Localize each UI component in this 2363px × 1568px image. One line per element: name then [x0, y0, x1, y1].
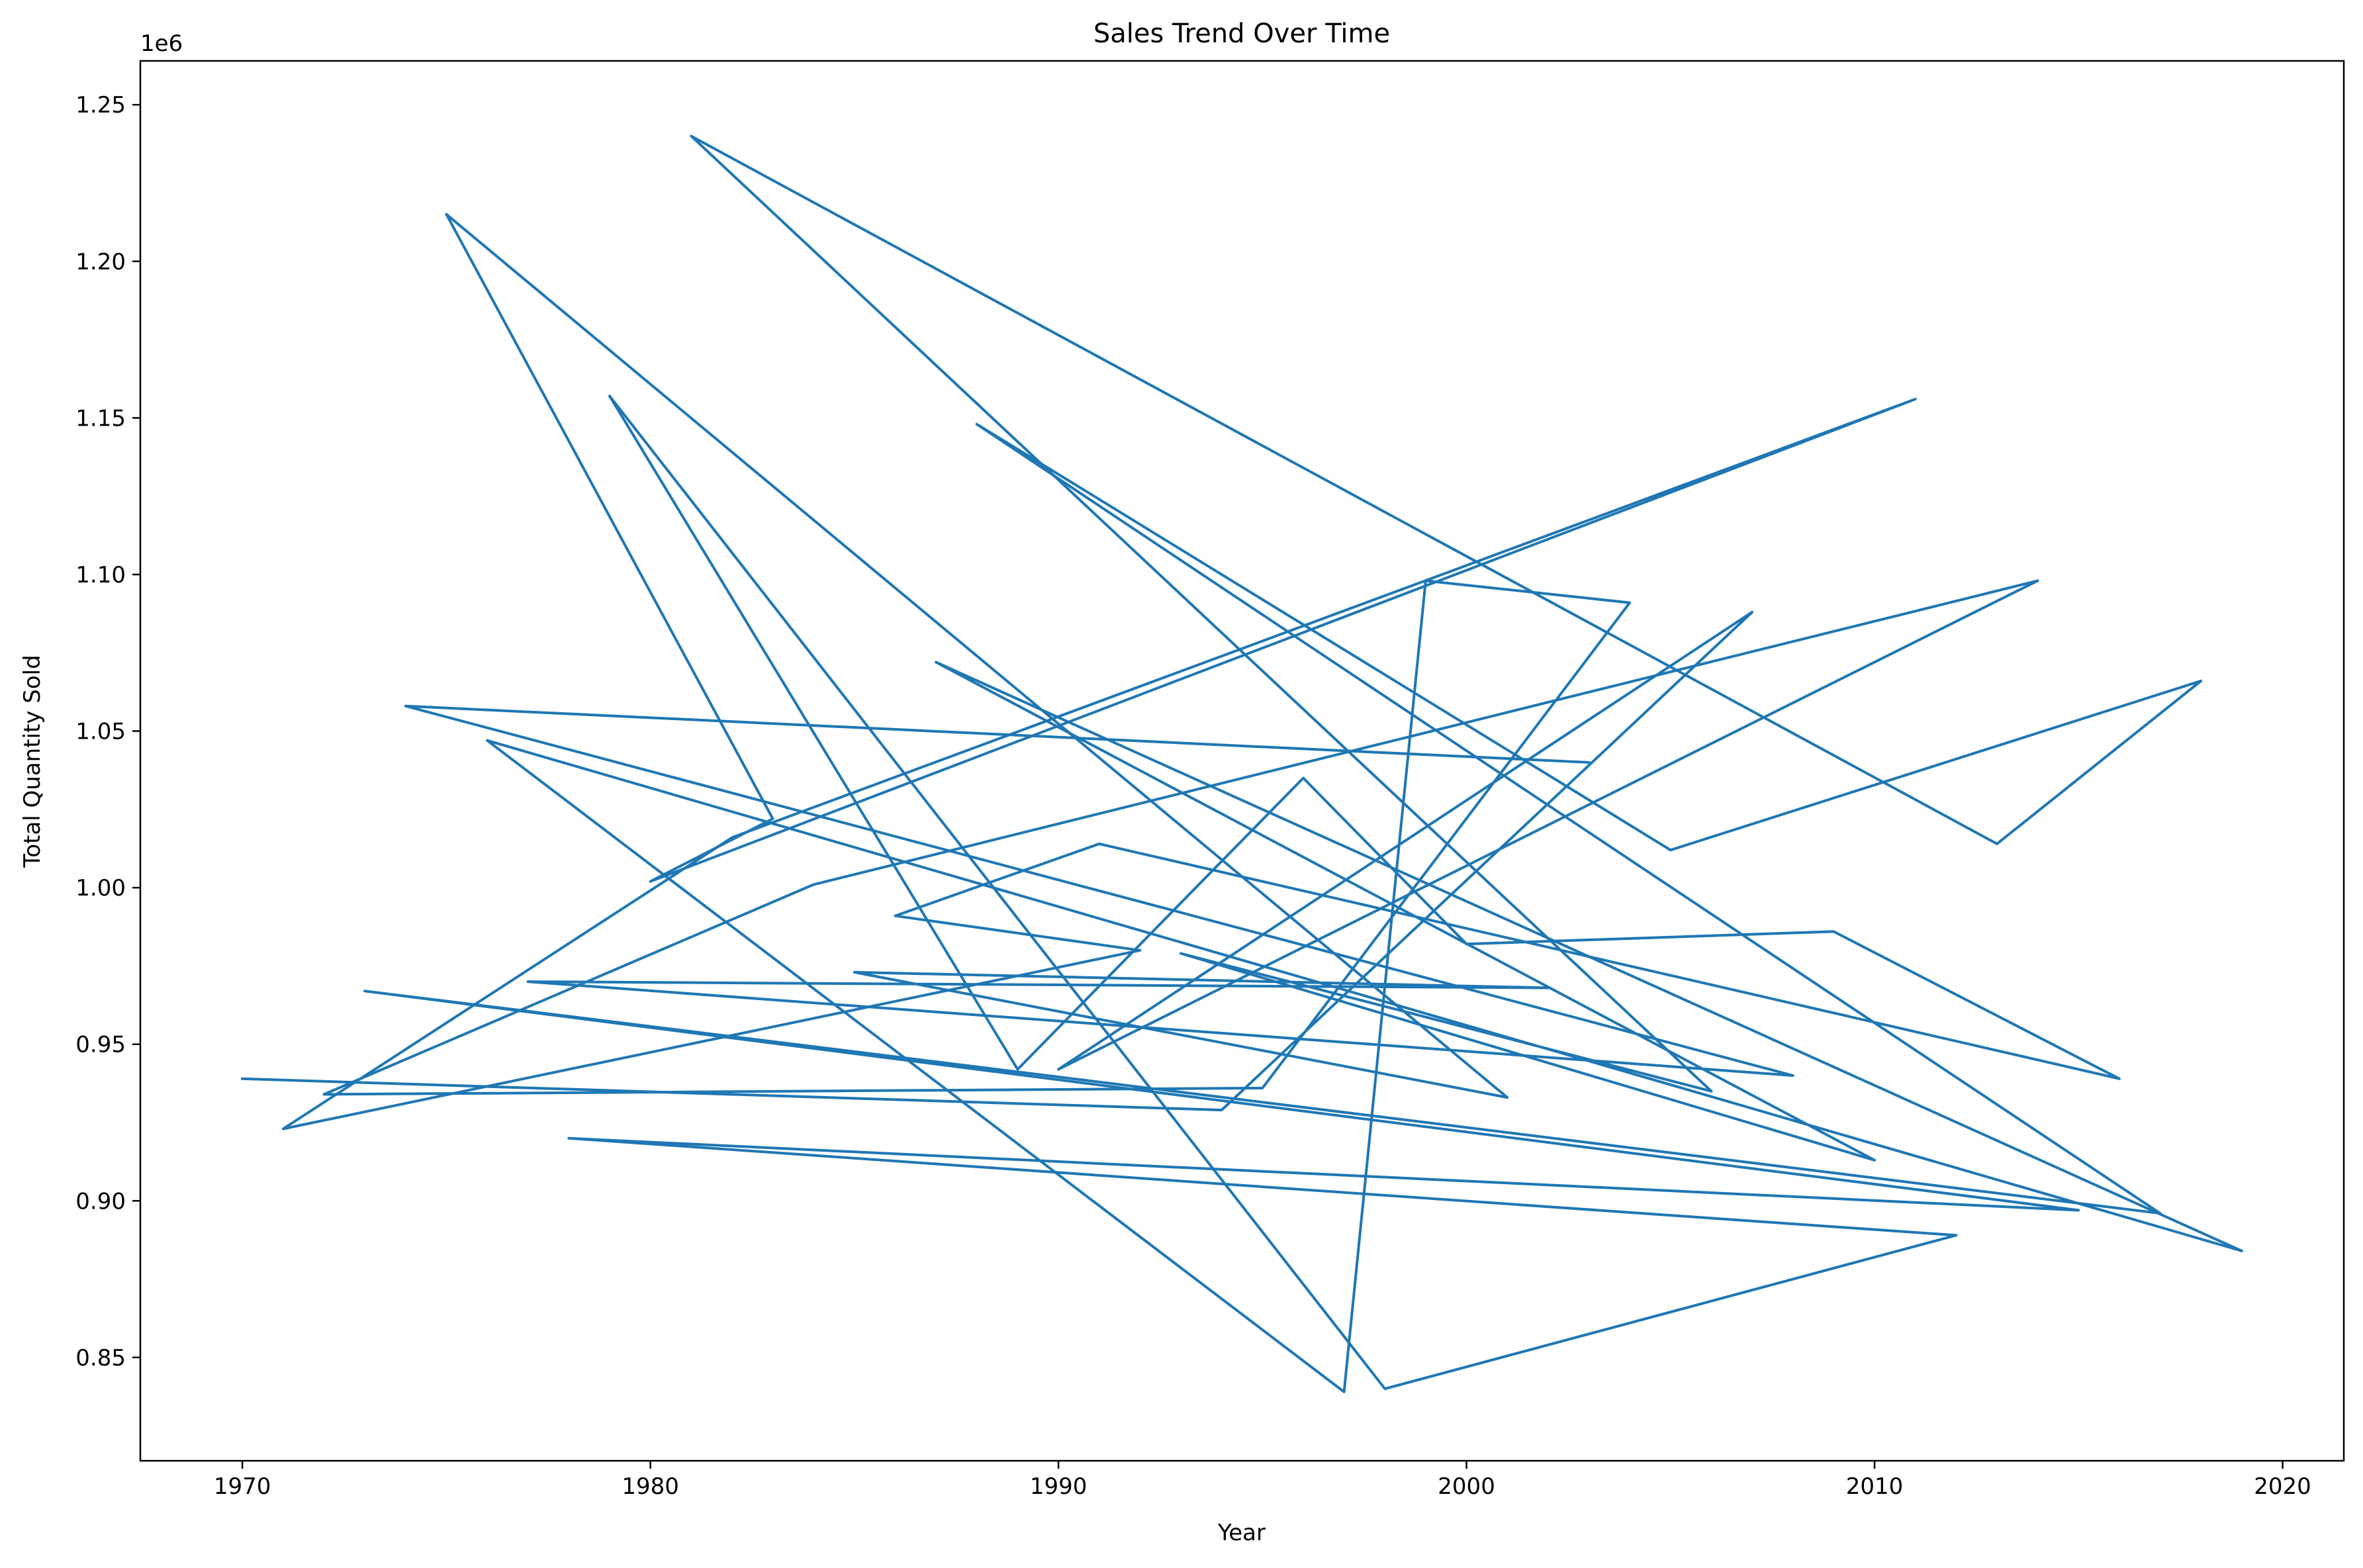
y-offset-label: 1e6	[140, 30, 183, 57]
y-tick-label: 1.15	[75, 405, 126, 432]
ticks-layer: 1970 1980 1990 2000 2010 2020 0.85 0.90 0.95 1.00…	[75, 92, 2311, 1500]
chart-title: Sales Trend Over Time	[1093, 19, 1390, 49]
x-axis-label: Year	[1217, 1520, 1266, 1546]
y-axis-label: Total Quantity Sold	[19, 655, 46, 868]
y-tick-label: 1.10	[75, 562, 126, 588]
x-tick-label: 1990	[1030, 1473, 1088, 1500]
y-tick-label: 1.00	[75, 875, 126, 901]
y-tick-label: 0.95	[75, 1032, 126, 1058]
x-tick-label: 2020	[2254, 1473, 2311, 1500]
y-tick-label: 0.85	[75, 1345, 126, 1371]
y-tick-label: 0.90	[75, 1188, 126, 1215]
x-tick-label: 2000	[1438, 1473, 1495, 1500]
x-tick-label: 2010	[1846, 1473, 1904, 1500]
series-line	[241, 134, 2243, 1393]
series-layer	[241, 134, 2243, 1393]
plot-frame	[139, 60, 2345, 1462]
y-tick-label: 1.05	[75, 719, 126, 745]
x-tick-label: 1970	[214, 1473, 271, 1500]
y-tick-label: 1.20	[75, 249, 126, 275]
x-tick-label: 1980	[622, 1473, 679, 1500]
y-tick-label: 1.25	[75, 92, 126, 118]
